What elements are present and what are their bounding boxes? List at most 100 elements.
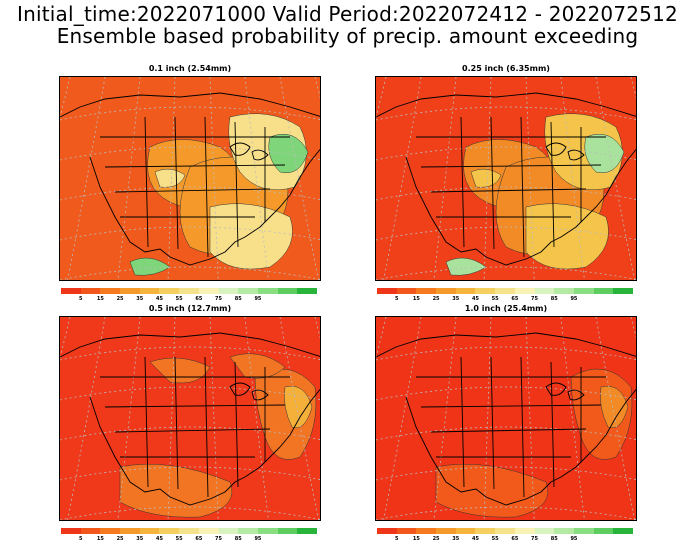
chart-title-line-2: Ensemble based probability of precip. am… xyxy=(56,24,639,48)
colorbar-tick-label: 65 xyxy=(511,536,519,542)
colorbar-tick-label: 5 xyxy=(394,536,399,542)
colorbar-segment xyxy=(593,288,614,294)
colorbar-segment xyxy=(554,528,574,534)
colorbar-tick-label: 55 xyxy=(491,536,499,542)
colorbar-tick-label: 95 xyxy=(570,536,578,542)
colorbar-tick-label: 85 xyxy=(234,296,242,302)
colorbar-tick-label: 45 xyxy=(471,296,479,302)
political-boundaries xyxy=(376,92,636,266)
colorbar-segment xyxy=(179,528,199,534)
map-canvas xyxy=(60,317,320,520)
colorbar-segment xyxy=(613,288,633,294)
colorbar-tick-labels: 5 15 25 35 45 55 65 75 85 95 xyxy=(61,536,317,544)
colorbar-segment xyxy=(534,288,555,294)
colorbar-segment xyxy=(218,288,239,294)
probability-contour-region xyxy=(470,168,502,188)
colorbar-tick-label: 15 xyxy=(412,296,420,302)
colorbar-segment xyxy=(257,528,278,534)
colorbar-tick-label: 55 xyxy=(491,296,499,302)
colorbar-tick-label: 95 xyxy=(570,296,578,302)
colorbar-segment xyxy=(159,528,180,534)
graticule xyxy=(376,317,636,520)
colorbar-tick-label: 65 xyxy=(511,296,519,302)
probability-contour-region xyxy=(229,353,286,379)
panel-title: 0.25 inch (6.35mm) xyxy=(462,64,550,73)
colorbar xyxy=(377,528,633,534)
colorbar-segment xyxy=(100,528,121,534)
colorbar-segment xyxy=(120,528,140,534)
colorbar-tick-labels: 5 15 25 35 45 55 65 75 85 95 xyxy=(377,536,633,544)
colorbar-segment xyxy=(198,288,219,294)
colorbar-segment xyxy=(120,288,140,294)
colorbar-tick-label: 75 xyxy=(531,536,539,542)
political-boundaries xyxy=(60,332,320,506)
colorbar-tick-label: 45 xyxy=(471,536,479,542)
colorbar-tick-label: 65 xyxy=(195,296,203,302)
colorbar-tick-label: 85 xyxy=(550,296,558,302)
colorbar-tick-label: 25 xyxy=(116,536,124,542)
probability-map xyxy=(59,316,321,521)
colorbar-segment xyxy=(573,288,594,294)
map-canvas xyxy=(376,317,636,520)
colorbar-segment xyxy=(455,528,476,534)
panel-title: 0.5 inch (12.7mm) xyxy=(148,304,232,313)
colorbar-segment xyxy=(297,528,317,534)
colorbar-segment xyxy=(593,528,614,534)
colorbar-segment xyxy=(277,528,298,534)
colorbar-segment xyxy=(218,528,239,534)
colorbar-segment xyxy=(159,288,180,294)
colorbar-tick-label: 5 xyxy=(78,296,83,302)
colorbar-segment xyxy=(80,528,101,534)
colorbar-segment xyxy=(238,528,258,534)
colorbar-segment xyxy=(475,288,496,294)
colorbar-tick-labels: 5 15 25 35 45 55 65 75 85 95 xyxy=(377,296,633,304)
colorbar-tick-label: 45 xyxy=(155,536,163,542)
colorbar xyxy=(61,528,317,534)
colorbar-tick-label: 15 xyxy=(96,536,104,542)
colorbar-tick-label: 55 xyxy=(175,296,183,302)
colorbar-segment xyxy=(139,528,160,534)
probability-map xyxy=(375,76,637,281)
political-boundaries xyxy=(376,332,636,506)
colorbar-segment xyxy=(61,528,81,534)
colorbar-segment xyxy=(514,288,535,294)
graticule xyxy=(60,77,320,280)
colorbar-segment xyxy=(534,528,555,534)
colorbar-tick-label: 75 xyxy=(215,536,223,542)
colorbar-tick-label: 35 xyxy=(452,536,460,542)
colorbar-segment xyxy=(573,528,594,534)
colorbar-tick-label: 15 xyxy=(96,296,104,302)
colorbar-segment xyxy=(139,288,160,294)
colorbar-segment xyxy=(396,288,417,294)
panel-title: 0.1 inch (2.54mm) xyxy=(148,64,232,73)
probability-contour-region xyxy=(209,203,293,270)
colorbar-segment xyxy=(61,288,81,294)
colorbar-segment xyxy=(416,528,437,534)
colorbar-segment xyxy=(198,528,219,534)
colorbar-segment xyxy=(297,288,317,294)
colorbar-tick-label: 55 xyxy=(175,536,183,542)
colorbar-tick-label: 25 xyxy=(432,536,440,542)
colorbar-tick-label: 35 xyxy=(136,296,144,302)
colorbar-tick-label: 15 xyxy=(412,536,420,542)
probability-map xyxy=(59,76,321,281)
colorbar-segment xyxy=(436,288,456,294)
political-boundaries xyxy=(60,92,320,266)
colorbar-tick-label: 35 xyxy=(452,296,460,302)
colorbar-tick-label: 25 xyxy=(116,296,124,302)
colorbar xyxy=(377,288,633,294)
colorbar-tick-label: 25 xyxy=(432,296,440,302)
graticule xyxy=(60,317,320,520)
colorbar-segment xyxy=(514,528,535,534)
probability-contour-region xyxy=(584,133,625,174)
colorbar-tick-label: 5 xyxy=(394,296,399,302)
colorbar-tick-label: 95 xyxy=(254,296,262,302)
colorbar-segment xyxy=(396,528,417,534)
colorbar-segment xyxy=(238,288,258,294)
colorbar-segment xyxy=(257,288,278,294)
colorbar-segment xyxy=(377,528,397,534)
graticule xyxy=(376,77,636,280)
colorbar-segment xyxy=(455,288,476,294)
probability-map xyxy=(375,316,637,521)
colorbar-tick-labels: 5 15 25 35 45 55 65 75 85 95 xyxy=(61,296,317,304)
